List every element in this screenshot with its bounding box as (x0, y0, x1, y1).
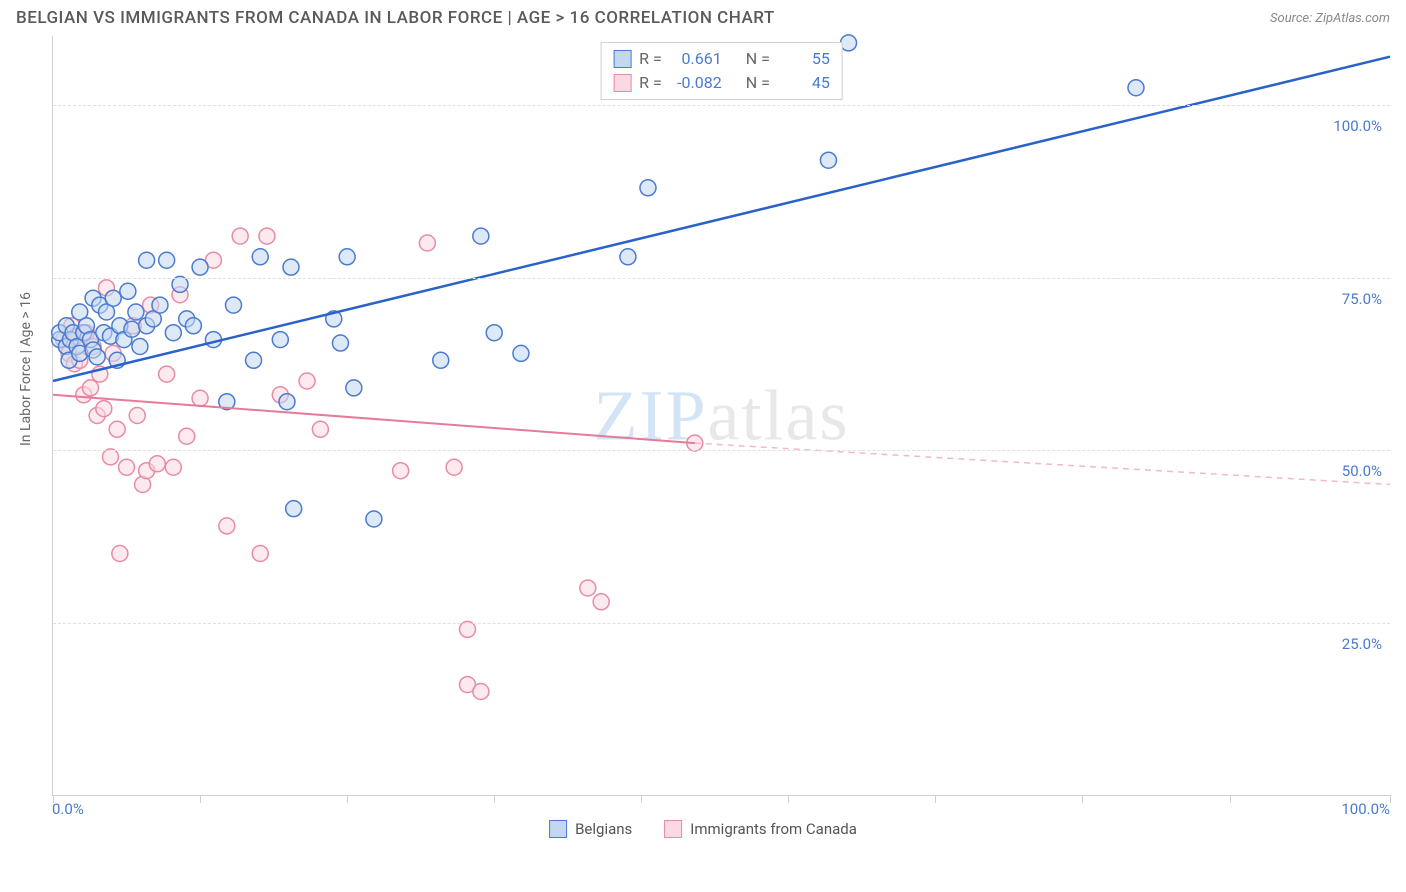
legend-item-blue: Belgians (549, 820, 632, 838)
y-tick-label: 75.0% (1342, 290, 1382, 308)
plot-svg (53, 36, 1390, 795)
y-tick-label: 100.0% (1333, 117, 1382, 135)
legend-swatch-icon (664, 820, 682, 838)
legend-swatch-pink (613, 74, 631, 92)
series-legend: Belgians Immigrants from Canada (549, 820, 857, 838)
x-label-max: 100.0% (1341, 800, 1390, 818)
legend-row-blue: R = 0.661 N = 55 (613, 47, 830, 71)
y-axis-title: In Labor Force | Age > 16 (18, 292, 34, 446)
source-label: Source: ZipAtlas.com (1270, 11, 1390, 26)
chart-title: BELGIAN VS IMMIGRANTS FROM CANADA IN LAB… (16, 8, 775, 28)
y-tick-label: 25.0% (1342, 635, 1382, 653)
legend-row-pink: R = -0.082 N = 45 (613, 71, 830, 95)
x-label-min: 0.0% (52, 800, 84, 818)
legend-item-pink: Immigrants from Canada (664, 820, 857, 838)
correlation-legend: R = 0.661 N = 55 R = -0.082 N = 45 (600, 42, 843, 100)
legend-swatch-icon (549, 820, 567, 838)
plot-area: ZIPatlas R = 0.661 N = 55 R = -0.082 N =… (52, 36, 1390, 796)
y-tick-label: 50.0% (1342, 462, 1382, 480)
legend-swatch-blue (613, 50, 631, 68)
